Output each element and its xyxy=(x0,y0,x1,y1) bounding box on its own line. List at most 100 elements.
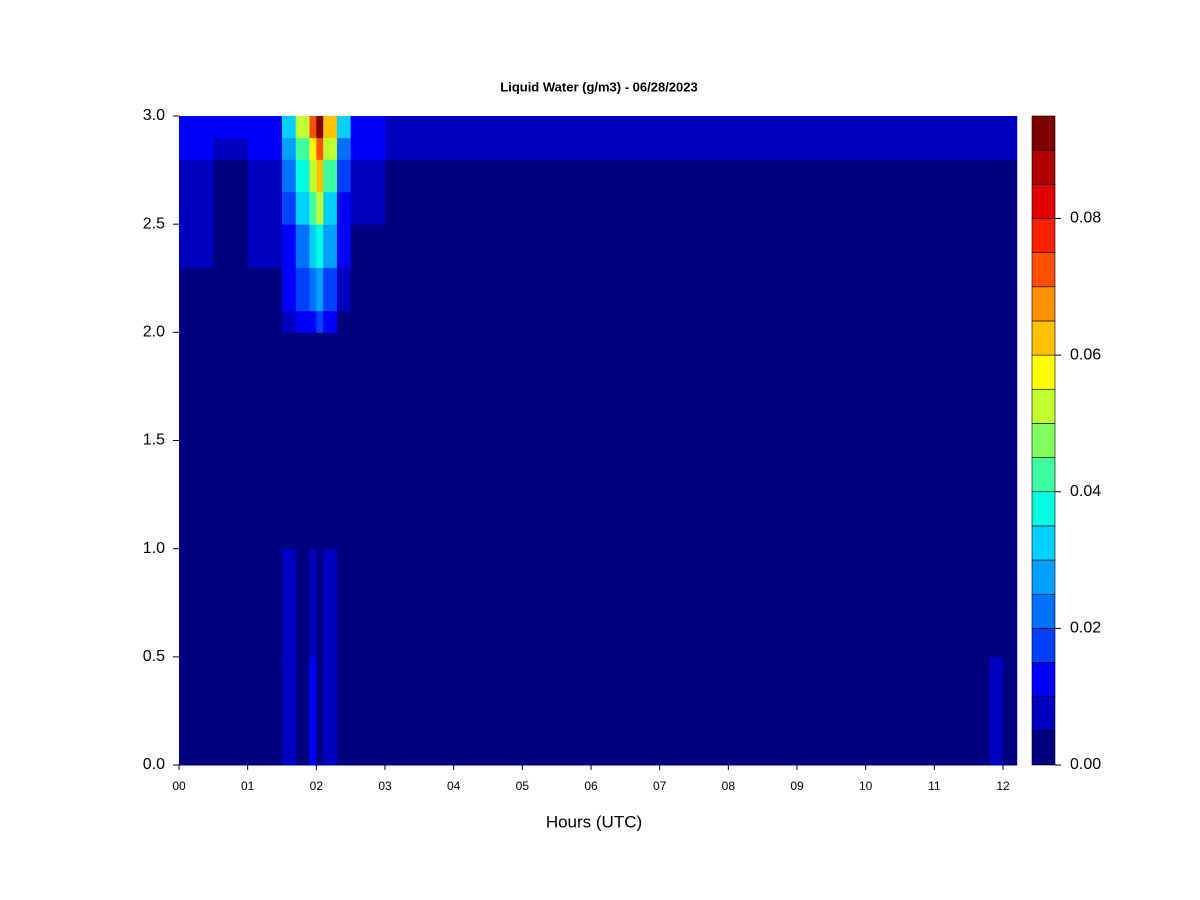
heat-cell xyxy=(295,116,310,139)
heat-cell xyxy=(508,310,990,333)
colorbar-band xyxy=(1031,593,1056,629)
colorbar-tick-label: 0.00 xyxy=(1070,756,1101,773)
heat-cell xyxy=(295,656,310,766)
heat-cell xyxy=(1003,116,1018,139)
heat-cell xyxy=(350,224,386,268)
heat-cell xyxy=(179,137,214,160)
heat-cell xyxy=(989,310,1004,333)
heat-cell xyxy=(989,267,1004,312)
y-tick-label: 2.5 xyxy=(143,215,165,232)
heat-cell xyxy=(316,267,324,312)
x-tick-label: 00 xyxy=(172,779,186,793)
heat-cell xyxy=(179,548,214,658)
heat-cell xyxy=(488,159,510,193)
chart-title: Liquid Water (g/m3) - 06/28/2023 xyxy=(500,79,697,94)
heat-cell xyxy=(309,267,317,312)
colorbar-tick-label: 0.02 xyxy=(1070,620,1101,637)
heat-cell xyxy=(508,332,990,550)
heat-cell xyxy=(336,310,352,333)
colorbar-band xyxy=(1031,149,1056,185)
colorbar-band xyxy=(1031,662,1056,697)
heat-cell xyxy=(336,267,352,312)
heat-cell xyxy=(350,191,386,225)
heat-cell xyxy=(350,332,386,550)
x-tick-label: 10 xyxy=(859,779,873,793)
colorbar-band xyxy=(1031,320,1056,356)
heat-cell xyxy=(385,224,489,268)
heat-cell xyxy=(213,332,249,550)
heat-cell xyxy=(247,332,283,550)
heat-cell xyxy=(1003,137,1018,160)
heat-cell xyxy=(508,191,990,225)
heat-cell xyxy=(179,310,214,333)
heat-cell xyxy=(1003,191,1018,225)
heat-cell xyxy=(179,224,214,268)
heat-cell xyxy=(213,267,249,312)
heat-cell xyxy=(488,267,510,312)
x-tick-label: 03 xyxy=(378,779,392,793)
x-tick-label: 01 xyxy=(241,779,255,793)
heat-cell xyxy=(282,332,297,550)
heat-cell xyxy=(316,159,324,193)
heat-cell xyxy=(213,191,249,225)
heat-cell xyxy=(179,656,214,766)
heat-cell xyxy=(989,191,1004,225)
heat-cell xyxy=(508,224,990,268)
heat-cell xyxy=(1003,332,1018,550)
x-tick-label: 07 xyxy=(653,779,667,793)
heat-cell xyxy=(316,548,324,658)
heat-cell xyxy=(323,267,338,312)
heat-cell xyxy=(385,137,489,160)
heat-cell xyxy=(385,159,489,193)
heat-cell xyxy=(385,267,489,312)
heat-cell xyxy=(247,548,283,658)
colorbar-band xyxy=(1031,354,1056,390)
heat-cell xyxy=(989,137,1004,160)
colorbar-band xyxy=(1031,115,1056,151)
heat-cell xyxy=(336,332,352,550)
heat-cell xyxy=(508,267,990,312)
heat-cell xyxy=(385,116,489,139)
heat-cell xyxy=(488,191,510,225)
colorbar-tick-label: 0.04 xyxy=(1070,483,1101,500)
heat-cell xyxy=(323,548,338,658)
heat-cell xyxy=(247,159,283,193)
y-tick-label: 3.0 xyxy=(143,107,165,124)
heat-cell xyxy=(295,332,310,550)
colorbar-band xyxy=(1031,388,1056,424)
heat-cell xyxy=(323,332,338,550)
heat-cell xyxy=(295,548,310,658)
heat-cell xyxy=(488,656,510,766)
colorbar-band xyxy=(1031,218,1056,253)
heat-cell xyxy=(323,191,338,225)
heat-cell xyxy=(213,116,249,139)
heat-cell xyxy=(385,656,489,766)
colorbar-band xyxy=(1031,491,1056,527)
heat-cell xyxy=(316,137,324,160)
heat-cell xyxy=(336,116,352,139)
x-tick-label: 02 xyxy=(310,779,324,793)
x-axis-label: Hours (UTC) xyxy=(546,812,642,831)
heat-cell xyxy=(179,159,214,193)
heat-cell xyxy=(282,310,297,333)
heat-cell xyxy=(247,191,283,225)
heat-cell xyxy=(309,332,317,550)
heat-cell xyxy=(989,116,1004,139)
heat-cell xyxy=(1003,224,1018,268)
heat-cell xyxy=(323,116,338,139)
x-tick-label: 05 xyxy=(516,779,530,793)
heat-cell xyxy=(488,116,510,139)
heat-cell xyxy=(282,191,297,225)
colorbar-band xyxy=(1031,696,1056,732)
heat-cell xyxy=(295,137,310,160)
heat-cell xyxy=(247,267,283,312)
heat-cell xyxy=(295,267,310,312)
heat-cell xyxy=(179,191,214,225)
heat-cell xyxy=(508,116,990,139)
x-tick-label: 11 xyxy=(928,779,941,793)
heat-cell xyxy=(488,332,510,550)
heat-cell xyxy=(350,656,386,766)
colorbar-tick-label: 0.08 xyxy=(1070,210,1101,227)
heat-cell xyxy=(213,224,249,268)
